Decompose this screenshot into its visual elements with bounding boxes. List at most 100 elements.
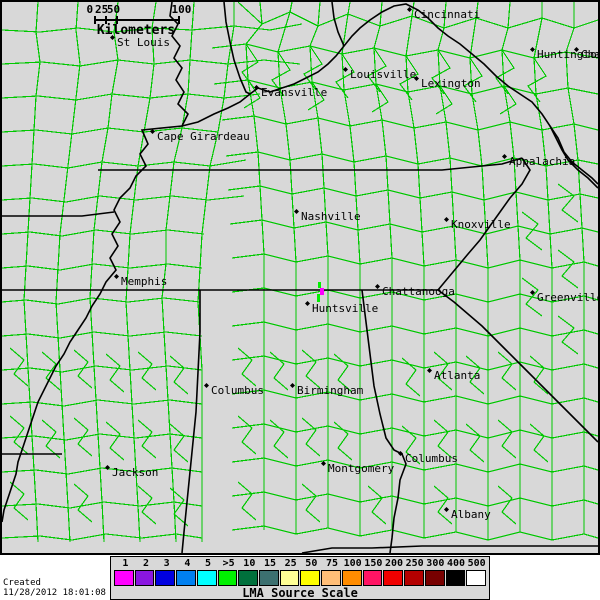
city-label: Memphis: [121, 275, 168, 288]
city-pin-icon: [204, 383, 209, 388]
city-label: Albany: [451, 508, 491, 521]
legend-tick-label: 250: [405, 558, 424, 569]
created-label: Created: [3, 578, 41, 588]
city-pin-icon: [427, 368, 432, 373]
city-label: Greenville: [537, 291, 600, 304]
map-canvas[interactable]: [2, 2, 598, 553]
city-label: Louisville: [350, 68, 417, 81]
legend-swatch[interactable]: [238, 570, 259, 586]
scale-tick-label: 100: [171, 3, 192, 16]
city-label: Columbus: [211, 384, 264, 397]
legend-tick-label: 2: [142, 558, 149, 569]
legend-tick-label: 5: [204, 558, 211, 569]
legend-tick-label: 400: [446, 558, 466, 569]
city-label: Atlanta: [434, 369, 481, 382]
legend-tick-label: 1: [122, 558, 129, 569]
distance-scale-bar: 0 25 50 100 Kilometers: [86, 3, 192, 38]
city-label: Lexington: [421, 77, 481, 90]
legend-tick-label: 300: [426, 558, 445, 569]
scale-tick-mark: [94, 16, 96, 24]
legend-tick-label: 3: [163, 558, 170, 569]
city-label: Jackson: [112, 466, 159, 479]
city-pin-icon: [343, 67, 348, 72]
city-pin-icon: [444, 217, 449, 222]
city-pin-icon: [150, 129, 155, 134]
city-pin-icon: [294, 209, 299, 214]
city-pin-icon: [254, 85, 259, 90]
city-label: Cape Girardeau: [157, 130, 250, 143]
legend-swatch[interactable]: [134, 570, 155, 586]
city-pin-icon: [502, 154, 507, 159]
city-pin-icon: [105, 465, 110, 470]
map-frame[interactable]: St Louis Cincinnati HuntingtonCharleston Lo…: [0, 0, 600, 555]
legend-swatch[interactable]: [383, 570, 404, 586]
created-timestamp-block: Created 11/28/2012 18:01:08: [3, 578, 106, 598]
lma-source-points: [317, 282, 324, 302]
legend-swatch[interactable]: [321, 570, 341, 586]
scale-bar-unit-label: Kilometers: [96, 23, 176, 38]
legend-swatch[interactable]: [424, 570, 445, 586]
city-pin-icon: [574, 47, 579, 52]
city-pin-icon: [305, 301, 310, 306]
city-label: Columbus: [405, 452, 458, 465]
legend-tick-labels: 1 2 3 4 5 >5 10 15 25 50 75 100 150 200 250 300 400 500: [111, 557, 489, 570]
legend-tick-label: 10: [243, 558, 256, 569]
county-borders: [2, 2, 598, 543]
legend-tick-label: 15: [263, 558, 276, 569]
city-pin-icon: [530, 47, 535, 52]
legend-swatch[interactable]: [217, 570, 238, 586]
legend-tick-label: 100: [343, 558, 362, 569]
city-label: Chattanooga: [382, 285, 455, 298]
legend-swatch[interactable]: [114, 570, 134, 586]
scale-tick-label: 0: [86, 3, 94, 16]
scale-tick-mark: [104, 16, 107, 24]
lma-source-scale-legend[interactable]: 1 2 3 4 5 >5 10 15 25 50 75 100 150 200 250 300 400 500 L…: [110, 556, 490, 600]
scale-bar-rule: [90, 16, 182, 24]
legend-swatch[interactable]: [259, 570, 279, 586]
legend-swatch[interactable]: [155, 570, 176, 586]
city-label: Evansville: [261, 86, 328, 99]
legend-swatch[interactable]: [300, 570, 321, 586]
state-borders: [2, 2, 598, 553]
city-label: St Louis: [117, 36, 170, 49]
legend-tick-label: 75: [325, 558, 338, 569]
city-label: Appalachia: [509, 155, 576, 168]
city-label: Birmingham: [297, 384, 364, 397]
city-pin-icon: [114, 274, 119, 279]
legend-swatch[interactable]: [445, 570, 466, 586]
city-pin-icon: [290, 383, 295, 388]
city-pin-icon: [407, 7, 412, 12]
city-pin-icon: [414, 76, 419, 81]
city-pin-icon: [398, 451, 403, 456]
legend-tick-label: 150: [364, 558, 383, 569]
legend-tick-label: 4: [184, 558, 191, 569]
city-pin-icon: [110, 35, 115, 40]
legend-tick-label: 500: [467, 558, 486, 569]
scale-tick-label: 25: [94, 3, 109, 16]
city-label: Huntsville: [312, 302, 379, 315]
created-timestamp-value: 11/28/2012 18:01:08: [3, 588, 106, 598]
city-pin-icon: [375, 284, 380, 289]
legend-tick-label: >5: [222, 558, 235, 569]
legend-swatch[interactable]: [196, 570, 217, 586]
legend-swatch[interactable]: [341, 570, 362, 586]
scale-bar-tick-labels: 0 25 50 100: [86, 3, 192, 16]
city-pin-icon: [530, 290, 535, 295]
legend-color-swatches: [114, 570, 486, 586]
city-label: Montgomery: [328, 462, 395, 475]
city-label: Huntington: [537, 48, 600, 61]
legend-swatch[interactable]: [279, 570, 300, 586]
legend-title: LMA Source Scale: [242, 586, 358, 600]
legend-swatch[interactable]: [466, 570, 486, 586]
legend-tick-label: 200: [384, 558, 404, 569]
legend-swatch[interactable]: [176, 570, 196, 586]
legend-swatch[interactable]: [362, 570, 383, 586]
city-pin-icon: [444, 507, 449, 512]
city-label: Knoxville: [451, 218, 511, 231]
legend-swatch[interactable]: [404, 570, 424, 586]
legend-tick-label: 50: [305, 558, 318, 569]
city-label: Charleston: [581, 48, 598, 61]
scale-tick-mark: [178, 16, 180, 24]
city-pin-icon: [321, 461, 326, 466]
